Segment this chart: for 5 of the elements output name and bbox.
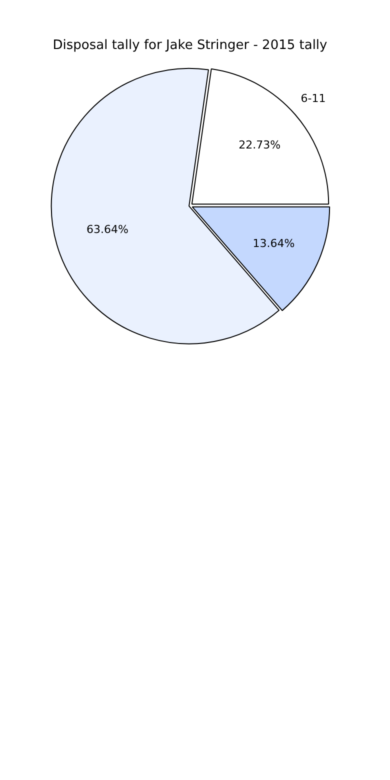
chart-title: Disposal tally for Jake Stringer - 2015 tally	[52, 38, 328, 54]
data-label: 63.64%	[86, 222, 128, 236]
data-label: 22.73%	[238, 138, 281, 152]
slice-label: 6-11	[300, 92, 326, 105]
data-label: 13.64%	[252, 236, 295, 250]
